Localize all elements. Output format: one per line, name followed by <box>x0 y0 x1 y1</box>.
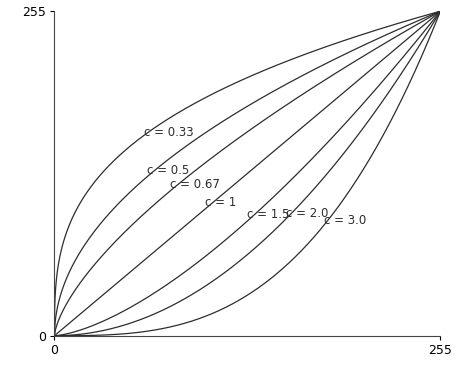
Text: c = 0.33: c = 0.33 <box>144 126 193 138</box>
Text: c = 0.5: c = 0.5 <box>147 164 189 177</box>
Text: c = 1: c = 1 <box>205 196 236 209</box>
Text: c = 1.5: c = 1.5 <box>247 209 290 222</box>
Text: c = 3.0: c = 3.0 <box>325 214 367 227</box>
Text: c = 2.0: c = 2.0 <box>286 207 328 220</box>
Text: c = 0.67: c = 0.67 <box>170 178 220 191</box>
